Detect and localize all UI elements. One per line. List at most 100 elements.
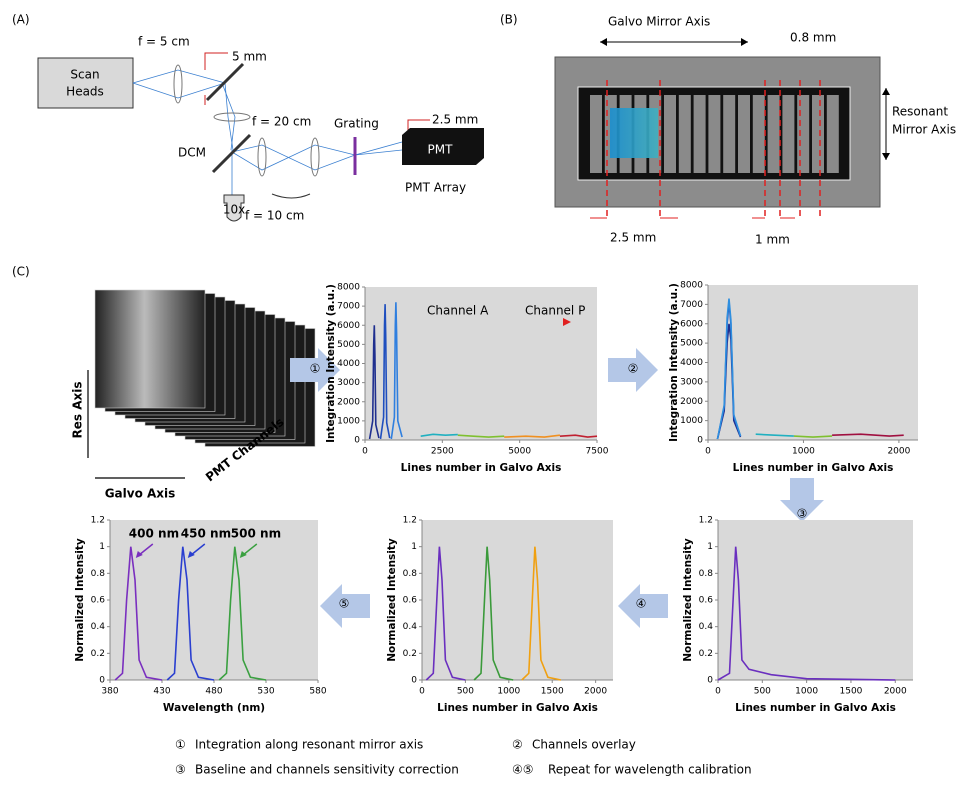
x-axis-label: Lines number in Galvo Axis (401, 462, 562, 474)
x-tick-label: 0 (715, 687, 721, 697)
beam (222, 83, 235, 150)
y-axis-label: Normalized Intensity (74, 538, 86, 662)
pivot-arrow (272, 194, 310, 198)
pmt-slot (664, 95, 676, 173)
label: PMT (428, 143, 454, 157)
label: 0.8 mm (790, 31, 836, 45)
beam (355, 142, 402, 155)
y-tick-label: 1 (99, 542, 105, 552)
label: f = 10 cm (245, 209, 304, 223)
y-tick-label: 0 (697, 436, 703, 446)
beam (232, 145, 355, 170)
y-tick-label: 0.4 (403, 622, 418, 632)
annotation: 500 nm (231, 527, 281, 541)
y-tick-label: 0.2 (91, 649, 105, 659)
pmt-slot (782, 95, 794, 173)
y-tick-label: 2000 (680, 397, 703, 407)
pmt-slot (679, 95, 691, 173)
x-tick-label: 430 (153, 687, 170, 697)
y-tick-label: 0.6 (403, 596, 418, 606)
y-tick-label: 0.4 (699, 622, 714, 632)
x-axis-label: Lines number in Galvo Axis (437, 702, 598, 714)
plot-area (422, 520, 613, 680)
legend-marker: ② (512, 738, 523, 752)
x-axis-label: Lines number in Galvo Axis (733, 462, 894, 474)
y-tick-label: 7000 (337, 302, 360, 312)
x-axis-label: Lines number in Galvo Axis (735, 702, 896, 714)
y-tick-label: 1 (411, 542, 417, 552)
lens (174, 65, 182, 103)
y-tick-label: 7000 (680, 300, 703, 310)
lens (214, 113, 250, 121)
y-tick-label: 0 (707, 676, 713, 686)
pmt-slot (738, 95, 750, 173)
y-tick-label: 3000 (680, 377, 703, 387)
step-number: ④ (636, 597, 647, 611)
x-tick-label: 500 (457, 687, 474, 697)
x-tick-label: 2000 (884, 687, 907, 697)
image-frame (95, 290, 205, 408)
label: Heads (66, 85, 104, 99)
pmt-slot (797, 95, 809, 173)
y-tick-label: 4000 (680, 358, 703, 368)
x-tick-label: 1500 (541, 687, 564, 697)
panel-label: (A) (12, 13, 30, 27)
x-tick-label: 7500 (586, 447, 609, 457)
y-tick-label: 4000 (337, 359, 360, 369)
pmt-slot (753, 95, 765, 173)
beam (355, 150, 402, 155)
y-tick-label: 0.6 (699, 596, 714, 606)
legend-text: Baseline and channels sensitivity correc… (195, 763, 459, 777)
y-axis-label: Normalized Intensity (386, 538, 398, 662)
label: PMT Array (405, 181, 466, 195)
x-axis-label: Wavelength (nm) (163, 702, 265, 714)
legend-marker: ③ (175, 763, 186, 777)
y-tick-label: 0.8 (91, 569, 106, 579)
step-number: ① (310, 362, 321, 376)
y-axis-label: Integration Intensity (a.u.) (668, 283, 680, 442)
label: Galvo Axis (105, 487, 176, 501)
pmt-slot (708, 95, 720, 173)
x-tick-label: 480 (205, 687, 222, 697)
y-tick-label: 0 (354, 436, 360, 446)
x-tick-label: 1000 (497, 687, 520, 697)
y-tick-label: 0.8 (403, 569, 418, 579)
annotation: Channel P (525, 304, 585, 318)
y-tick-label: 1000 (680, 416, 703, 426)
plot-area (110, 520, 318, 680)
y-axis-label: Integration Intensity (a.u.) (325, 284, 337, 443)
label: Resonant (892, 105, 948, 119)
y-tick-label: 0.2 (699, 649, 713, 659)
legend-text: Repeat for wavelength calibration (548, 763, 752, 777)
label: Mirror Axis (892, 123, 956, 137)
y-tick-label: 0.8 (699, 569, 714, 579)
legend-marker: ④⑤ (512, 763, 534, 777)
x-tick-label: 500 (754, 687, 771, 697)
label: Grating (334, 117, 379, 131)
y-axis-label: Normalized Intensity (682, 538, 694, 662)
y-tick-label: 2000 (337, 397, 360, 407)
step-number: ③ (797, 507, 808, 521)
scan-heads-box (38, 58, 133, 108)
x-tick-label: 2500 (431, 447, 454, 457)
pmt-slot (723, 95, 735, 173)
y-tick-label: 5000 (680, 339, 703, 349)
label: 10x (223, 203, 245, 217)
x-tick-label: 1000 (795, 687, 818, 697)
x-tick-label: 580 (309, 687, 326, 697)
aperture (205, 53, 228, 70)
panel-label: (C) (12, 265, 30, 279)
beam (232, 145, 355, 170)
label: f = 20 cm (252, 115, 311, 129)
y-tick-label: 0 (411, 676, 417, 686)
pmt-slot (827, 95, 839, 173)
y-tick-label: 1000 (337, 416, 360, 426)
pmt-slot (590, 95, 602, 173)
y-tick-label: 0 (99, 676, 105, 686)
x-tick-label: 2000 (584, 687, 607, 697)
plot-area (718, 520, 913, 680)
step-number: ⑤ (339, 597, 350, 611)
y-tick-label: 6000 (337, 321, 360, 331)
x-tick-label: 0 (362, 447, 368, 457)
label: Res Axis (71, 382, 85, 439)
